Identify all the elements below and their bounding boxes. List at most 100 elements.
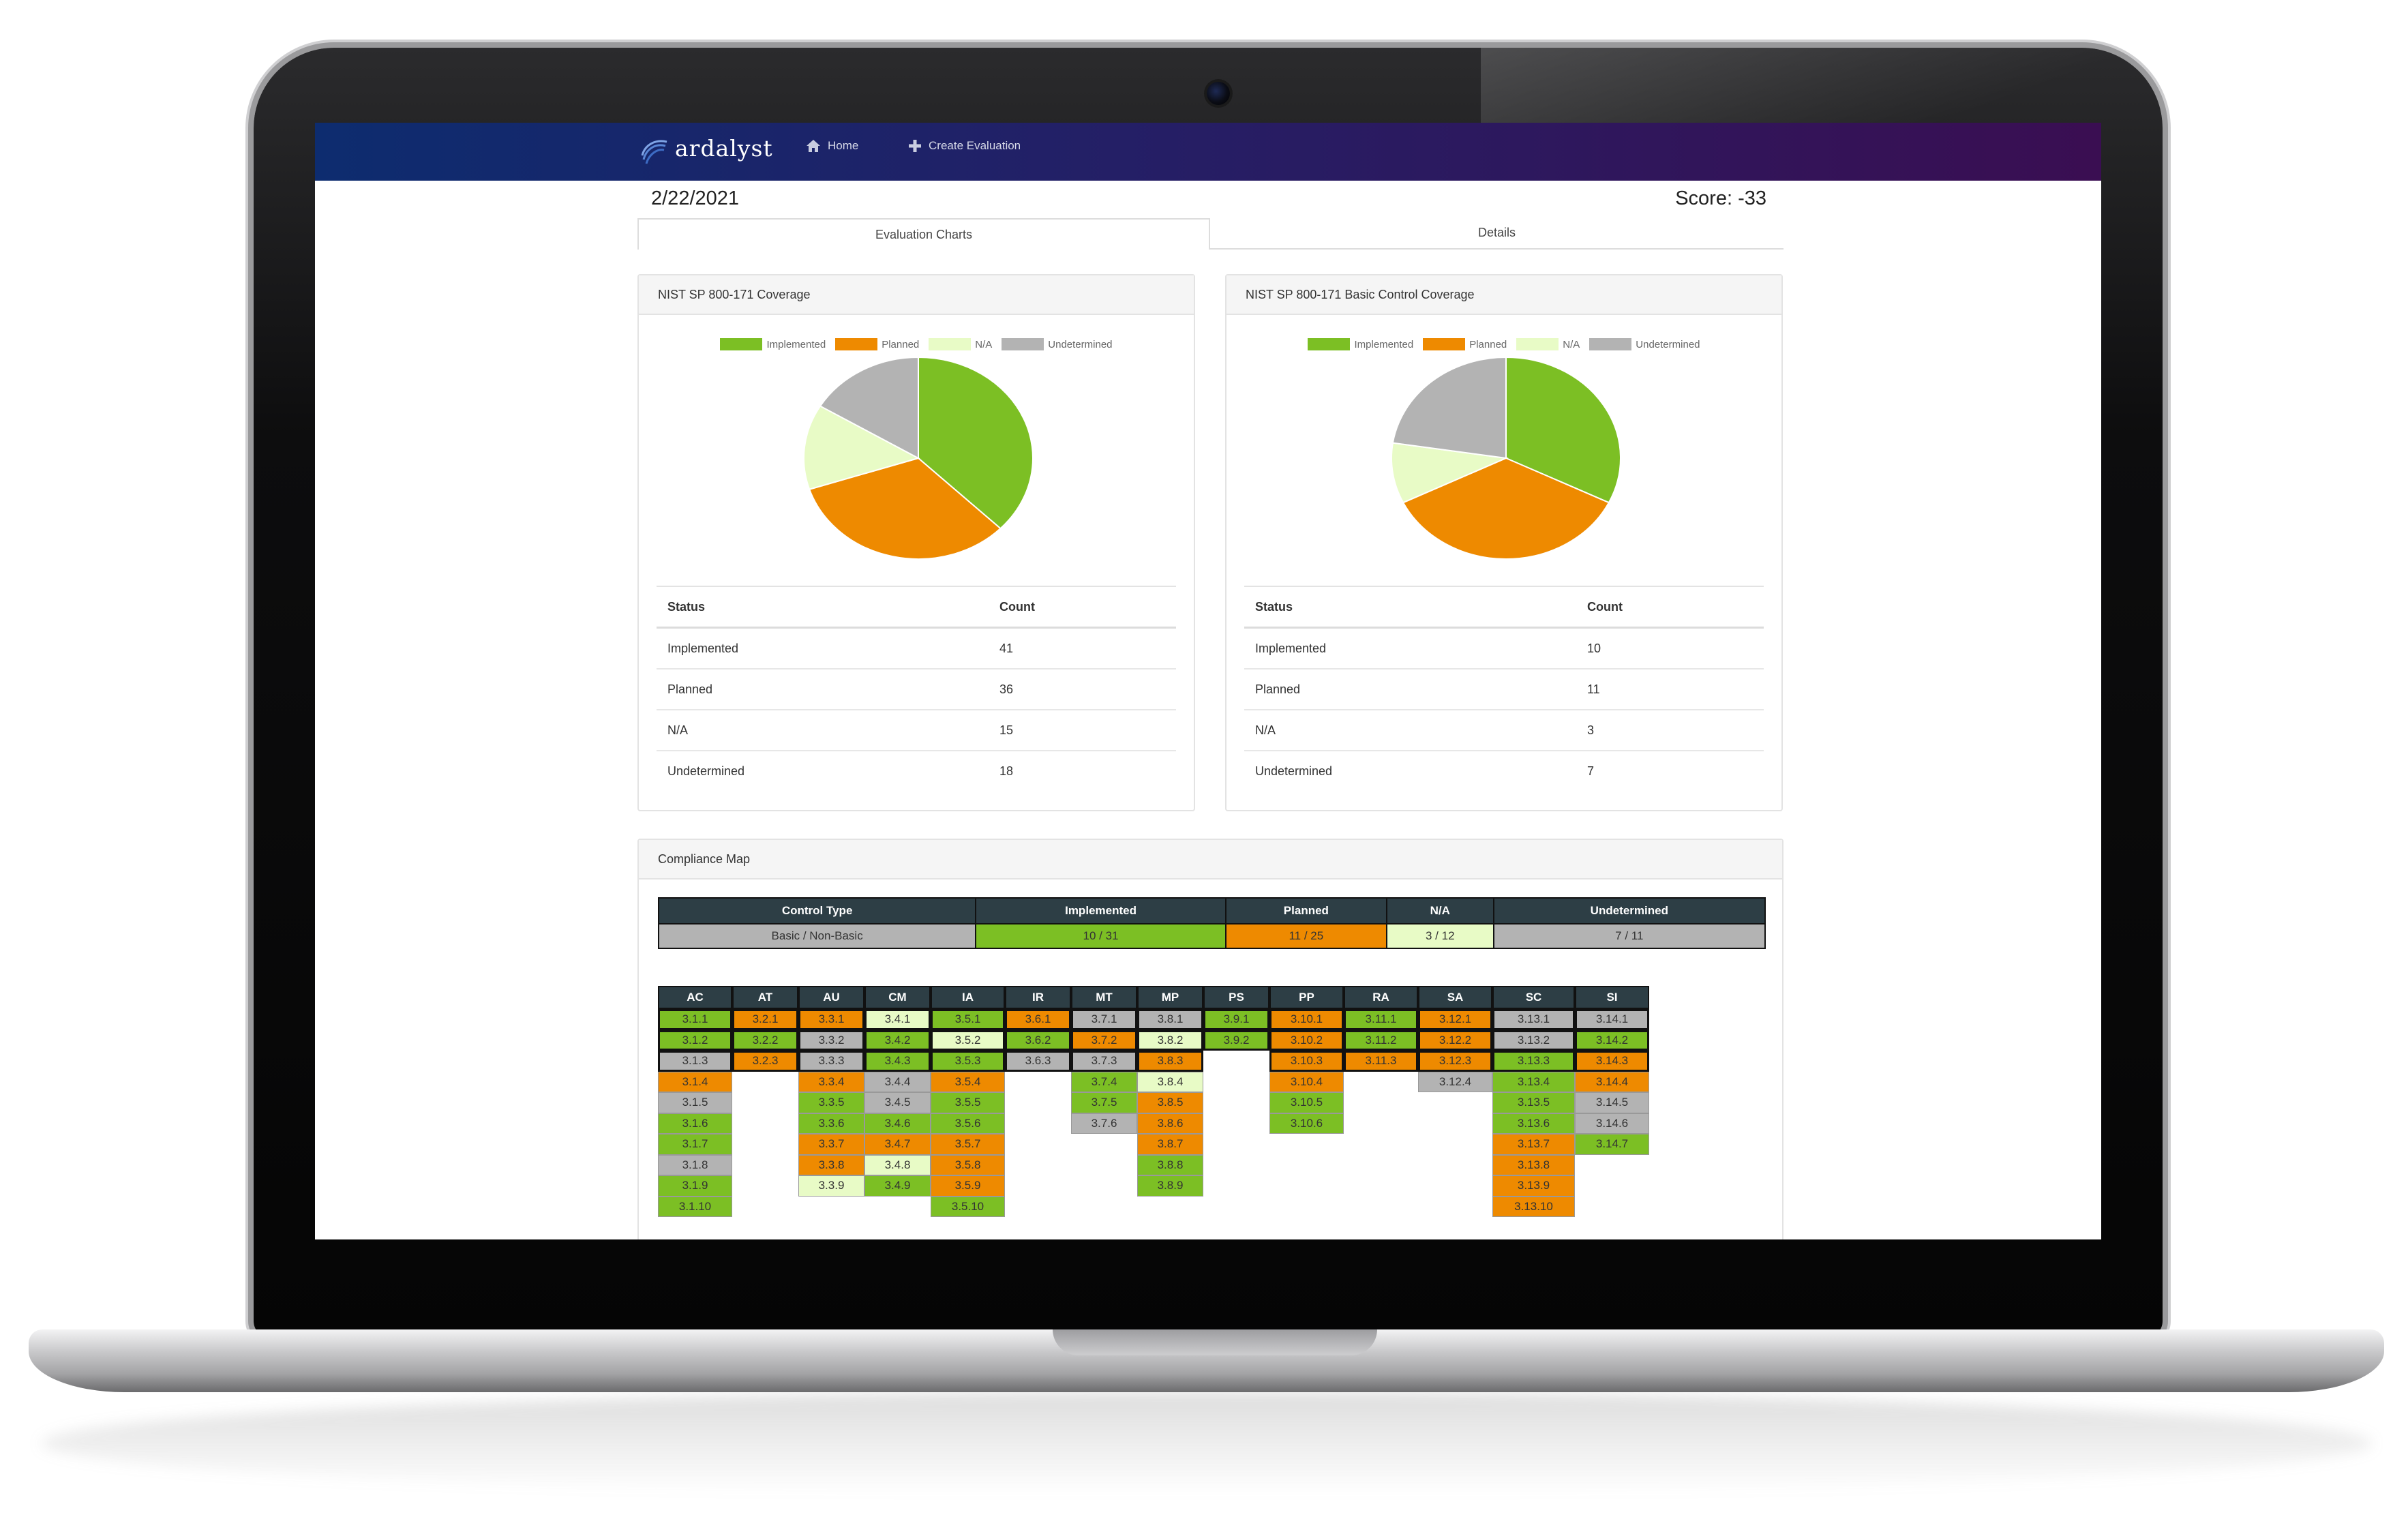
control-cell[interactable]: 3.4.9 <box>864 1175 931 1197</box>
control-cell[interactable]: 3.14.1 <box>1575 1009 1649 1030</box>
legend-item-na[interactable]: N/A <box>929 338 992 350</box>
control-cell[interactable]: 3.10.6 <box>1269 1113 1344 1134</box>
control-cell[interactable]: 3.5.3 <box>931 1051 1005 1072</box>
control-cell[interactable]: 3.4.2 <box>864 1029 931 1051</box>
control-cell[interactable]: 3.3.3 <box>798 1051 864 1072</box>
control-cell[interactable]: 3.6.2 <box>1005 1029 1071 1051</box>
pie-slice-undetermined[interactable] <box>819 356 919 460</box>
tab-details[interactable]: Details <box>1477 225 1516 239</box>
control-cell[interactable]: 3.8.4 <box>1137 1071 1203 1092</box>
control-cell[interactable]: 3.5.2 <box>931 1029 1005 1051</box>
control-cell[interactable]: 3.12.2 <box>1418 1029 1492 1051</box>
control-cell[interactable]: 3.14.2 <box>1575 1029 1649 1051</box>
control-cell[interactable]: 3.4.3 <box>864 1051 931 1072</box>
control-cell[interactable]: 3.13.8 <box>1492 1154 1575 1175</box>
control-cell[interactable]: 3.2.3 <box>732 1051 798 1072</box>
pie-slice-implemented[interactable] <box>1505 356 1621 504</box>
control-cell[interactable]: 3.12.3 <box>1418 1051 1492 1072</box>
control-cell[interactable]: 3.3.8 <box>798 1154 864 1175</box>
control-cell[interactable]: 3.14.6 <box>1575 1113 1649 1134</box>
control-cell[interactable]: 3.3.4 <box>798 1071 864 1092</box>
control-cell[interactable]: 3.5.5 <box>931 1092 1005 1113</box>
control-cell[interactable]: 3.8.6 <box>1137 1113 1203 1134</box>
legend-item-undetermined[interactable]: Undetermined <box>1589 338 1700 350</box>
control-cell[interactable]: 3.10.5 <box>1269 1092 1344 1113</box>
control-cell[interactable]: 3.13.5 <box>1492 1092 1575 1113</box>
legend-item-planned[interactable]: Planned <box>835 338 919 350</box>
nav-create-evaluation-link[interactable]: Create Evaluation <box>908 139 1021 153</box>
control-cell[interactable]: 3.13.9 <box>1492 1175 1575 1197</box>
legend-item-undetermined[interactable]: Undetermined <box>1002 338 1113 350</box>
control-cell[interactable]: 3.1.2 <box>658 1029 732 1051</box>
control-cell[interactable]: 3.5.8 <box>931 1154 1005 1175</box>
control-cell[interactable]: 3.8.5 <box>1137 1092 1203 1113</box>
control-cell[interactable]: 3.7.4 <box>1071 1071 1137 1092</box>
control-cell[interactable]: 3.3.1 <box>798 1009 864 1030</box>
control-cell[interactable]: 3.12.4 <box>1418 1071 1492 1092</box>
control-cell[interactable]: 3.14.5 <box>1575 1092 1649 1113</box>
control-cell[interactable]: 3.4.7 <box>864 1134 931 1155</box>
control-cell[interactable]: 3.5.9 <box>931 1175 1005 1197</box>
control-cell[interactable]: 3.4.5 <box>864 1092 931 1113</box>
control-cell[interactable]: 3.1.7 <box>658 1134 732 1155</box>
control-cell[interactable]: 3.13.6 <box>1492 1113 1575 1134</box>
legend-item-planned[interactable]: Planned <box>1423 338 1507 350</box>
control-cell[interactable]: 3.5.10 <box>931 1196 1005 1217</box>
control-cell[interactable]: 3.14.4 <box>1575 1071 1649 1092</box>
control-cell[interactable]: 3.10.4 <box>1269 1071 1344 1092</box>
control-cell[interactable]: 3.4.4 <box>864 1071 931 1092</box>
pie-slice-planned[interactable] <box>1402 457 1610 560</box>
control-cell[interactable]: 3.7.5 <box>1071 1092 1137 1113</box>
control-cell[interactable]: 3.4.8 <box>864 1154 931 1175</box>
pie-slice-na[interactable] <box>1391 442 1509 504</box>
legend-item-na[interactable]: N/A <box>1516 338 1580 350</box>
control-cell[interactable]: 3.3.6 <box>798 1113 864 1134</box>
control-cell[interactable]: 3.8.3 <box>1137 1051 1203 1072</box>
control-cell[interactable]: 3.13.1 <box>1492 1009 1575 1030</box>
pie-slice-implemented[interactable] <box>918 356 1034 530</box>
pie-slice-planned[interactable] <box>808 457 1002 560</box>
control-cell[interactable]: 3.1.1 <box>658 1009 732 1030</box>
control-cell[interactable]: 3.8.1 <box>1137 1009 1203 1030</box>
control-cell[interactable]: 3.6.3 <box>1005 1051 1071 1072</box>
control-cell[interactable]: 3.4.6 <box>864 1113 931 1134</box>
control-cell[interactable]: 3.14.7 <box>1575 1134 1649 1155</box>
control-cell[interactable]: 3.3.5 <box>798 1092 864 1113</box>
control-cell[interactable]: 3.1.10 <box>658 1196 732 1217</box>
brand-name[interactable]: ardalyst <box>675 135 773 162</box>
pie-slice-na[interactable] <box>803 405 920 490</box>
control-cell[interactable]: 3.9.2 <box>1203 1029 1269 1051</box>
control-cell[interactable]: 3.3.2 <box>798 1029 864 1051</box>
control-cell[interactable]: 3.13.3 <box>1492 1051 1575 1072</box>
control-cell[interactable]: 3.3.9 <box>798 1175 864 1197</box>
nav-home-link[interactable]: Home <box>806 139 858 153</box>
control-cell[interactable]: 3.10.1 <box>1269 1009 1344 1030</box>
control-cell[interactable]: 3.13.4 <box>1492 1071 1575 1092</box>
control-cell[interactable]: 3.11.1 <box>1344 1009 1418 1030</box>
control-cell[interactable]: 3.5.7 <box>931 1134 1005 1155</box>
control-cell[interactable]: 3.5.1 <box>931 1009 1005 1030</box>
control-cell[interactable]: 3.10.2 <box>1269 1029 1344 1051</box>
control-cell[interactable]: 3.2.1 <box>732 1009 798 1030</box>
legend-item-implemented[interactable]: Implemented <box>1308 338 1413 350</box>
control-cell[interactable]: 3.11.2 <box>1344 1029 1418 1051</box>
control-cell[interactable]: 3.1.4 <box>658 1071 732 1092</box>
control-cell[interactable]: 3.7.2 <box>1071 1029 1137 1051</box>
tab-evaluation-charts[interactable]: Evaluation Charts <box>637 218 1210 250</box>
control-cell[interactable]: 3.1.8 <box>658 1154 732 1175</box>
control-cell[interactable]: 3.11.3 <box>1344 1051 1418 1072</box>
control-cell[interactable]: 3.1.6 <box>658 1113 732 1134</box>
control-cell[interactable]: 3.4.1 <box>864 1009 931 1030</box>
control-cell[interactable]: 3.5.6 <box>931 1113 1005 1134</box>
control-cell[interactable]: 3.7.1 <box>1071 1009 1137 1030</box>
control-cell[interactable]: 3.1.9 <box>658 1175 732 1197</box>
control-cell[interactable]: 3.10.3 <box>1269 1051 1344 1072</box>
legend-item-implemented[interactable]: Implemented <box>720 338 826 350</box>
control-cell[interactable]: 3.8.2 <box>1137 1029 1203 1051</box>
control-cell[interactable]: 3.8.8 <box>1137 1154 1203 1175</box>
control-cell[interactable]: 3.8.9 <box>1137 1175 1203 1197</box>
control-cell[interactable]: 3.1.3 <box>658 1051 732 1072</box>
control-cell[interactable]: 3.3.7 <box>798 1134 864 1155</box>
control-cell[interactable]: 3.13.10 <box>1492 1196 1575 1217</box>
control-cell[interactable]: 3.8.7 <box>1137 1134 1203 1155</box>
